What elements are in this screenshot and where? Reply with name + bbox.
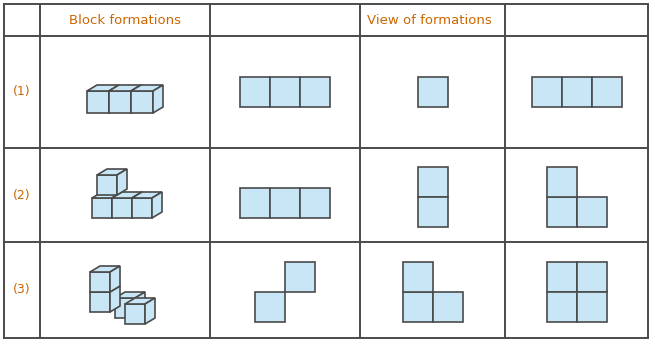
Polygon shape (112, 192, 122, 218)
Bar (300, 188, 330, 218)
Bar (417, 197, 447, 227)
Bar (92, 198, 112, 218)
Bar (591, 77, 622, 107)
Text: (1): (1) (13, 86, 31, 98)
Polygon shape (90, 286, 120, 292)
Bar (432, 292, 462, 322)
Bar (403, 262, 432, 292)
Text: (2): (2) (13, 189, 31, 202)
Bar (240, 188, 270, 218)
Polygon shape (112, 192, 142, 198)
Polygon shape (132, 192, 142, 218)
Bar (417, 77, 447, 107)
Bar (240, 77, 270, 107)
Bar (546, 167, 576, 197)
Polygon shape (110, 286, 120, 312)
Bar (546, 197, 576, 227)
Polygon shape (109, 85, 141, 91)
Polygon shape (135, 292, 145, 318)
Polygon shape (92, 192, 122, 198)
Bar (285, 262, 315, 292)
Polygon shape (97, 169, 127, 175)
Polygon shape (152, 192, 162, 218)
Polygon shape (131, 85, 141, 113)
Bar (255, 292, 285, 322)
Polygon shape (153, 85, 163, 113)
Bar (131, 91, 153, 113)
Bar (270, 77, 300, 107)
Polygon shape (117, 169, 127, 195)
Bar (531, 77, 561, 107)
Polygon shape (109, 85, 119, 113)
Bar (97, 175, 117, 195)
Bar (576, 292, 607, 322)
Bar (561, 77, 591, 107)
Text: Block formations: Block formations (69, 13, 181, 26)
Polygon shape (145, 298, 155, 324)
Bar (546, 292, 576, 322)
Bar (125, 304, 145, 324)
Bar (546, 262, 576, 292)
Text: (3): (3) (13, 283, 31, 297)
Bar (576, 197, 607, 227)
Text: View of formations: View of formations (367, 13, 491, 26)
Bar (115, 298, 135, 318)
Bar (90, 272, 110, 292)
Bar (403, 292, 432, 322)
Bar (132, 198, 152, 218)
Bar (90, 292, 110, 312)
Polygon shape (90, 266, 120, 272)
Bar (300, 77, 330, 107)
Polygon shape (115, 292, 145, 298)
Polygon shape (110, 266, 120, 292)
Polygon shape (132, 192, 162, 198)
Polygon shape (125, 298, 155, 304)
Bar (109, 91, 131, 113)
Polygon shape (131, 85, 163, 91)
Bar (270, 188, 300, 218)
Polygon shape (87, 85, 119, 91)
Bar (417, 167, 447, 197)
Bar (87, 91, 109, 113)
Bar (112, 198, 132, 218)
Bar (576, 262, 607, 292)
